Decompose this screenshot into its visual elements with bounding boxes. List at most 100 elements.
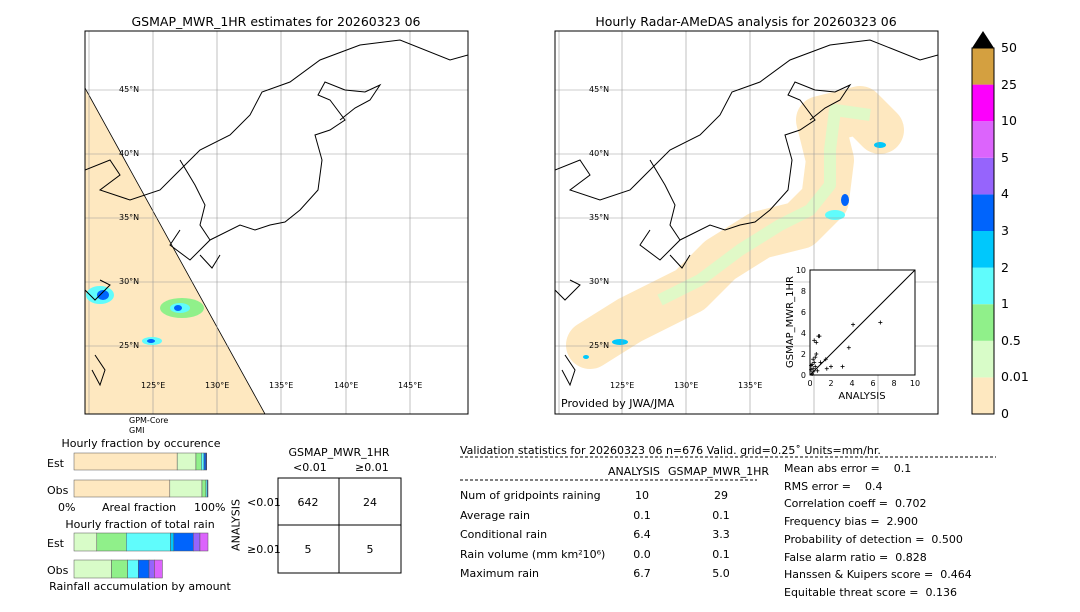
row-label: Num of gridpoints raining (460, 489, 601, 502)
cell: 5 (304, 543, 312, 556)
scatter-point (840, 364, 845, 369)
coastline (561, 354, 576, 387)
scatter-point (813, 355, 818, 360)
colorbar-segment (972, 48, 994, 85)
row-label: Conditional rain (460, 528, 548, 541)
scatter-point (815, 368, 820, 373)
lat-label: 45°N (589, 85, 610, 94)
sensor-label: GPM-Core (129, 416, 169, 425)
coastlines (555, 39, 938, 387)
validation-header: Validation statistics for 20260323 06 n=… (460, 444, 881, 457)
score-line: Probability of detection = 0.500 (784, 532, 963, 546)
bar-segment (169, 479, 203, 498)
score-line: Equitable threat score = 0.136 (784, 585, 957, 599)
colorbar-segment (972, 121, 994, 158)
scatter-point (824, 366, 829, 371)
obs-label: Obs (47, 564, 69, 577)
gsmap-value: 5.0 (712, 567, 730, 580)
col-label: ≥0.01 (355, 461, 389, 474)
lat-label: 40°N (119, 149, 140, 158)
colorbar-extend-arrow (972, 31, 994, 48)
bar-segment (127, 559, 139, 579)
analysis-value: 6.7 (633, 567, 651, 580)
grid-lines (85, 31, 468, 414)
scatter-point (811, 357, 816, 362)
coastline (85, 279, 111, 301)
rain-title: Hourly fraction of total rain (65, 518, 215, 531)
bar-segment (138, 559, 150, 579)
x-tick-label: 0 (807, 379, 812, 388)
scatter-point (823, 357, 828, 362)
x-min-label: 0% (58, 501, 76, 514)
row-title: ANALYSIS (229, 499, 243, 551)
credit-text: Provided by JWA/JMA (561, 397, 675, 410)
occurrence-title: Hourly fraction by occurence (61, 437, 221, 450)
x-tick-label: 8 (891, 379, 896, 388)
colorbar-tick-label: 0 (1001, 406, 1009, 421)
lat-label: 25°N (589, 341, 610, 350)
satellite-swath (85, 87, 266, 414)
est-label: Est (47, 537, 64, 550)
coastline (169, 159, 211, 261)
rain-xlabel: Rainfall accumulation by amount (49, 580, 231, 593)
scatter-point (851, 322, 856, 327)
row-label: ≥0.01 (247, 543, 281, 556)
x-tick-label: 6 (870, 379, 875, 388)
row-label: <0.01 (247, 496, 281, 509)
cell: 24 (363, 496, 377, 509)
y-tick-label: 10 (796, 266, 806, 275)
scatter-point (812, 360, 817, 365)
score-line: False alarm ratio = 0.828 (784, 550, 927, 564)
scatter-point (810, 371, 815, 376)
bar-segment (111, 559, 128, 579)
y-tick-label: 0 (801, 371, 806, 380)
bar-segment (173, 532, 194, 552)
analysis-value: 0.1 (633, 508, 651, 522)
lon-label: 145°E (398, 381, 423, 390)
bar-segment (73, 559, 112, 579)
colorbar-tick-label: 3 (1001, 223, 1009, 238)
colorbar-segment (972, 231, 994, 268)
lat-label: 25°N (119, 341, 140, 350)
fraction-bars (73, 452, 209, 579)
bar-segment (170, 532, 175, 552)
score-line: Mean abs error = 0.1 (784, 462, 912, 475)
cell: 642 (297, 496, 319, 509)
bar-segment (73, 479, 171, 498)
left-map-frame (84, 30, 469, 415)
coastlines (85, 39, 468, 387)
bar-segment (203, 452, 207, 471)
y-tick-label: 4 (801, 329, 806, 338)
analysis-value: 10 (635, 489, 649, 502)
colorbar-tick-label: 10 (1001, 113, 1017, 129)
colorbar-segment (972, 84, 994, 122)
occurrence-xlabel: Areal fraction (102, 501, 177, 514)
col-header: GSMAP_MWR_1HR (668, 465, 770, 478)
right-map-title: Hourly Radar-AMeDAS analysis for 2026032… (595, 14, 897, 29)
coastline (639, 159, 681, 261)
lon-label: 135°E (738, 381, 763, 390)
bar-segment (199, 532, 209, 552)
analysis-value: 6.4 (633, 528, 651, 541)
coastline (209, 81, 382, 241)
bar-segment (148, 559, 155, 579)
colorbar-frame (971, 47, 995, 415)
x-tick-label: 10 (910, 379, 920, 388)
scatter-point (809, 367, 814, 372)
lon-label: 130°E (205, 381, 230, 390)
colorbar-tick-label: 1 (1001, 296, 1009, 312)
col-header: ANALYSIS (608, 465, 660, 478)
bar-segment (96, 532, 127, 552)
y-tick-label: 6 (801, 308, 806, 317)
bar-segment (154, 559, 163, 579)
scatter-point (829, 364, 833, 369)
colorbar (971, 47, 995, 415)
x-tick-label: 4 (849, 379, 854, 388)
scatter-point (811, 366, 816, 371)
score-line: Frequency bias = 2.900 (784, 515, 919, 529)
coastline (199, 254, 221, 269)
score-line: Correlation coeff = 0.702 (784, 497, 927, 511)
bar-segment (205, 452, 207, 471)
obs-label: Obs (47, 484, 69, 497)
